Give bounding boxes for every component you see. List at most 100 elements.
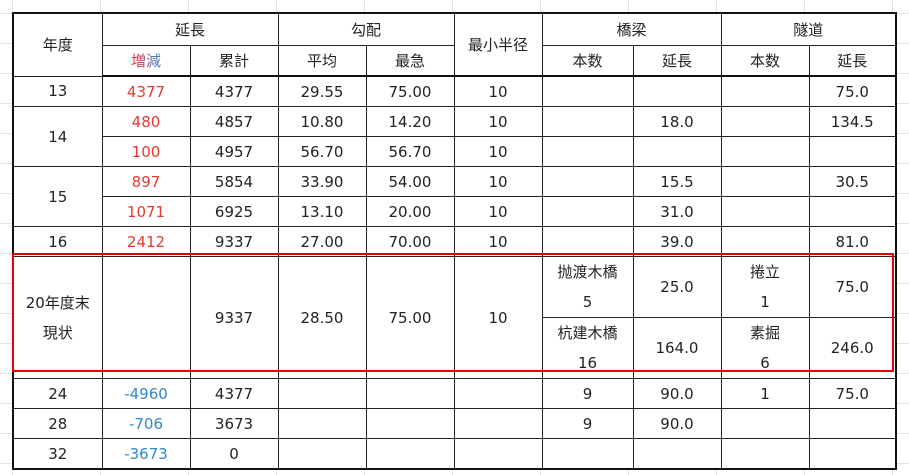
cell-avg[interactable]: 27.00 — [277, 226, 367, 257]
cell-b-len[interactable] — [632, 75, 722, 107]
cell-t-len[interactable]: 134.5 — [808, 106, 897, 137]
cell-total[interactable]: 4377 — [189, 378, 279, 409]
cell-avg[interactable]: 33.90 — [277, 166, 367, 197]
cell-t-count[interactable] — [720, 106, 810, 137]
cell-total[interactable]: 5854 — [189, 166, 279, 197]
status-delta[interactable] — [101, 256, 191, 379]
cell-delta[interactable]: 2412 — [101, 226, 191, 257]
header-bridge-count[interactable]: 本数 — [541, 45, 634, 77]
cell-b-count[interactable] — [541, 226, 634, 257]
cell-year[interactable]: 15 — [12, 166, 103, 227]
cell-b-count[interactable] — [541, 166, 634, 197]
cell-t-count[interactable]: 1 — [720, 378, 810, 409]
cell-b-len[interactable]: 18.0 — [632, 106, 722, 137]
status-tunnel2-count[interactable]: 素掘 6 — [720, 317, 810, 379]
status-bridge1-count[interactable]: 抛渡木橋 5 — [541, 256, 634, 318]
cell-radius[interactable]: 10 — [453, 196, 543, 227]
cell-year[interactable]: 14 — [12, 106, 103, 167]
cell-total[interactable]: 0 — [189, 438, 279, 470]
cell-t-len[interactable]: 81.0 — [808, 226, 897, 257]
cell-total[interactable]: 3673 — [189, 408, 279, 439]
header-max[interactable]: 最急 — [365, 45, 455, 77]
cell-b-len[interactable]: 39.0 — [632, 226, 722, 257]
cell-b-count[interactable]: 9 — [541, 378, 634, 409]
status-year[interactable]: 20年度末 現状 — [12, 256, 103, 379]
cell-delta[interactable]: -4960 — [101, 378, 191, 409]
header-tunnel-length[interactable]: 延長 — [808, 45, 897, 77]
cell-t-count[interactable] — [720, 75, 810, 107]
cell-t-count[interactable] — [720, 408, 810, 439]
cell-delta[interactable]: 480 — [101, 106, 191, 137]
header-tunnel[interactable]: 隧道 — [720, 12, 897, 46]
status-max[interactable]: 75.00 — [365, 256, 455, 379]
cell-b-len[interactable] — [632, 136, 722, 167]
cell-total[interactable]: 4957 — [189, 136, 279, 167]
cell-t-len[interactable] — [808, 408, 897, 439]
cell-year[interactable]: 28 — [12, 408, 103, 439]
cell-b-len[interactable]: 31.0 — [632, 196, 722, 227]
cell-total[interactable]: 4377 — [189, 75, 279, 107]
cell-b-count[interactable]: 9 — [541, 408, 634, 439]
cell-b-count[interactable] — [541, 438, 634, 470]
cell-avg[interactable]: 13.10 — [277, 196, 367, 227]
cell-b-count[interactable] — [541, 106, 634, 137]
cell-radius[interactable]: 10 — [453, 166, 543, 197]
cell-max[interactable]: 56.70 — [365, 136, 455, 167]
cell-delta[interactable]: -706 — [101, 408, 191, 439]
cell-delta[interactable]: 1071 — [101, 196, 191, 227]
status-total[interactable]: 9337 — [189, 256, 279, 379]
cell-b-len[interactable]: 90.0 — [632, 408, 722, 439]
status-bridge2-count[interactable]: 杭建木橋 16 — [541, 317, 634, 379]
cell-max[interactable]: 75.00 — [365, 75, 455, 107]
cell-delta[interactable]: 897 — [101, 166, 191, 197]
cell-delta[interactable]: 100 — [101, 136, 191, 167]
cell-t-count[interactable] — [720, 226, 810, 257]
cell-radius[interactable] — [453, 438, 543, 470]
header-year[interactable]: 年度 — [12, 12, 103, 77]
cell-b-count[interactable] — [541, 136, 634, 167]
cell-year[interactable]: 24 — [12, 378, 103, 409]
cell-t-count[interactable] — [720, 136, 810, 167]
cell-delta[interactable]: 4377 — [101, 75, 191, 107]
cell-total[interactable]: 4857 — [189, 106, 279, 137]
status-tunnel2-length[interactable]: 246.0 — [808, 317, 897, 379]
cell-b-count[interactable] — [541, 196, 634, 227]
cell-t-len[interactable] — [808, 438, 897, 470]
cell-b-count[interactable] — [541, 75, 634, 107]
cell-t-count[interactable] — [720, 438, 810, 470]
cell-t-count[interactable] — [720, 196, 810, 227]
cell-t-count[interactable] — [720, 166, 810, 197]
status-tunnel1-length[interactable]: 75.0 — [808, 256, 897, 318]
cell-avg[interactable]: 56.70 — [277, 136, 367, 167]
cell-total[interactable]: 6925 — [189, 196, 279, 227]
status-radius[interactable]: 10 — [453, 256, 543, 379]
status-avg[interactable]: 28.50 — [277, 256, 367, 379]
cell-avg[interactable]: 29.55 — [277, 75, 367, 107]
header-bridge[interactable]: 橋梁 — [541, 12, 722, 46]
header-gradient[interactable]: 勾配 — [277, 12, 455, 46]
cell-max[interactable] — [365, 408, 455, 439]
cell-max[interactable]: 20.00 — [365, 196, 455, 227]
cell-radius[interactable]: 10 — [453, 226, 543, 257]
status-tunnel1-count[interactable]: 捲立 1 — [720, 256, 810, 318]
cell-total[interactable]: 9337 — [189, 226, 279, 257]
cell-t-len[interactable]: 30.5 — [808, 166, 897, 197]
header-total[interactable]: 累計 — [189, 45, 279, 77]
cell-t-len[interactable]: 75.0 — [808, 378, 897, 409]
cell-t-len[interactable]: 75.0 — [808, 75, 897, 107]
cell-avg[interactable] — [277, 438, 367, 470]
header-avg[interactable]: 平均 — [277, 45, 367, 77]
header-min-radius[interactable]: 最小半径 — [453, 12, 543, 77]
header-tunnel-count[interactable]: 本数 — [720, 45, 810, 77]
cell-b-len[interactable]: 90.0 — [632, 378, 722, 409]
cell-radius[interactable]: 10 — [453, 136, 543, 167]
cell-t-len[interactable] — [808, 196, 897, 227]
cell-radius[interactable] — [453, 408, 543, 439]
cell-year[interactable]: 16 — [12, 226, 103, 257]
cell-t-len[interactable] — [808, 136, 897, 167]
header-length[interactable]: 延長 — [101, 12, 279, 46]
status-bridge2-length[interactable]: 164.0 — [632, 317, 722, 379]
cell-radius[interactable]: 10 — [453, 75, 543, 107]
cell-max[interactable] — [365, 378, 455, 409]
cell-max[interactable]: 70.00 — [365, 226, 455, 257]
